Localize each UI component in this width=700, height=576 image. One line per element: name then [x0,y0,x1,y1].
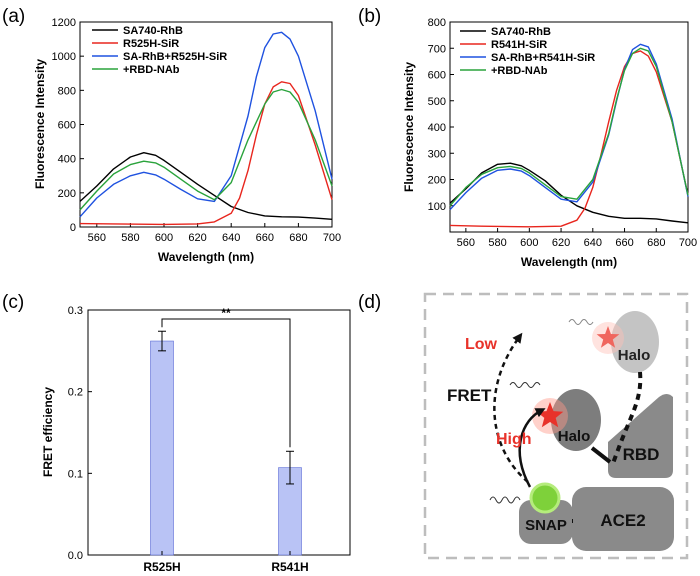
x-tick-label: 640 [222,232,240,244]
halo-rbd-flex-link [610,371,643,467]
y-tick-label: 800 [428,17,446,29]
halo-top-block [611,311,659,373]
y-tick-label: 0.1 [68,468,83,480]
significance-bracket [161,318,291,448]
x-axis-label-a: Wavelength (nm) [158,250,254,264]
y-tick-label: 600 [428,70,446,82]
y-tick-label: 100 [428,201,446,213]
ace2-label: ACE2 [600,511,645,530]
y-tick-label: 200 [428,175,446,187]
y-axis-label-a: Fluorescence Intensity [33,59,47,189]
x-tick-label: 560 [88,232,106,244]
x-tick-label: 700 [323,232,341,244]
legend-entry: R525H-SiR [123,38,179,50]
series-line-2 [449,43,689,211]
x-tick-label: 580 [488,237,506,249]
x-tick-label: 680 [289,232,307,244]
x-tick-label: 620 [188,232,206,244]
fret-high-arrow [518,408,546,488]
low-label: Low [465,336,498,353]
legend-entry: SA740-RhB [123,25,183,37]
rbd-label: RBD [623,445,660,464]
x-tick-label: 660 [615,237,633,249]
snap-block [519,500,573,544]
y-tick-label: 400 [58,154,76,166]
acceptor-star-low-icon [592,322,624,354]
series-line-1 [79,81,333,226]
significance-marker: ** [221,306,231,320]
series-line-2 [79,31,333,218]
chart-b: 100 200 300 400 500 600 700 800 560 580 600 620 640… [402,17,697,269]
x-tick-label: 700 [679,237,697,249]
series-line-1 [449,50,689,228]
y-tick-label: 200 [58,188,76,200]
schematic-frame [423,292,689,560]
snap-label: SNAP [525,517,567,534]
star-shape [536,402,564,428]
chart-a: 0 200 400 600 800 1000 1200 560 580 600 620 640 660… [33,17,341,264]
legend-entry: +RBD-NAb [123,64,180,76]
panel-label-b: (b) [358,6,381,27]
y-tick-label: 0.2 [68,387,83,399]
y-tick-label: 1200 [52,17,76,29]
high-label: High [496,431,532,448]
x-tick-label: 580 [121,232,139,244]
series-line-0 [79,151,333,220]
y-axis-label-c: FRET efficiency [41,387,55,477]
legend-entry: SA740-RhB [491,26,551,38]
fret-low-arrow [493,332,529,483]
series-line-3 [79,88,333,211]
y-axis-label-b: Fluorescence Intensity [402,62,416,192]
acceptor-star-high-icon [532,398,568,434]
y-tick-label: 300 [428,148,446,160]
x-tick-label: 680 [647,237,665,249]
donor-fluorophore-icon [529,482,561,514]
legend-entry: R541H-SiR [491,39,547,51]
ace2-block [572,487,674,551]
panel-label-a: (a) [2,6,25,27]
y-tick-label: 0 [70,222,76,234]
x-tick-label: 620 [552,237,570,249]
category-label: R541H [271,560,308,574]
x-tick-label: 600 [520,237,538,249]
legend-entry: +RBD-NAb [491,65,548,77]
star-shape [596,326,620,348]
halo-bottom-block [551,389,601,451]
y-tick-label: 400 [428,122,446,134]
emission-wave-icon [509,382,541,388]
excitation-wave-icon [489,496,521,504]
chart-c: 0.0 0.1 0.2 0.3 R525H R541H ** FRET efficienc… [41,305,351,574]
plot-frame-c [87,309,351,556]
x-tick-label: 600 [155,232,173,244]
panel-label-d: (d) [358,292,381,313]
x-tick-label: 660 [256,232,274,244]
category-label: R525H [143,560,180,574]
fret-label: FRET [447,386,492,405]
series-line-0 [449,162,689,224]
y-tick-label: 700 [428,43,446,55]
series-line-3 [449,47,689,207]
rbd-block [608,394,673,478]
y-tick-label: 0.3 [68,305,83,317]
halo-rbd-link [590,446,612,464]
bar-R525H [150,340,174,556]
y-tick-label: 500 [428,96,446,108]
x-tick-label: 560 [457,237,475,249]
x-tick-label: 640 [584,237,602,249]
emission-wave-faint-icon [568,319,594,325]
y-tick-label: 600 [58,120,76,132]
y-tick-label: 1000 [52,51,76,63]
panel-label-c: (c) [2,292,24,313]
halo-bottom-label: Halo [558,428,591,445]
halo-top-label: Halo [618,347,651,364]
y-tick-label: 0.0 [68,550,83,562]
x-axis-label-b: Wavelength (nm) [521,255,617,269]
y-tick-label: 800 [58,85,76,97]
legend-entry: SA-RhB+R525H-SiR [123,51,227,63]
legend-entry: SA-RhB+R541H-SiR [491,52,595,64]
fret-schematic: ACE2 SNAP RBD Halo Halo Low [423,292,689,560]
